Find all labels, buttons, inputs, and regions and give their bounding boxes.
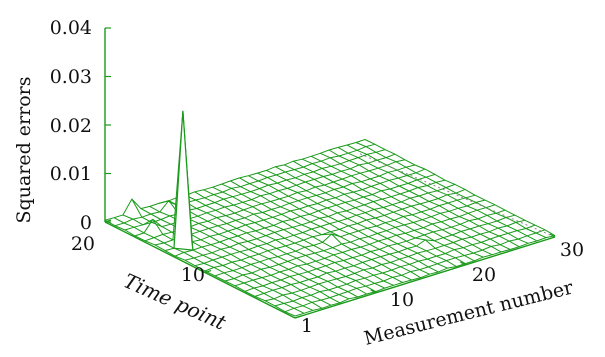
mesh-line-measurement-22 [293,160,484,258]
ticks [104,27,556,319]
mesh-line-measurement-29 [355,142,547,239]
x-tick-mark [370,289,376,294]
mesh-line-time-1 [294,235,556,317]
mesh-line-measurement-26 [328,149,520,248]
mesh-line-time-6 [244,209,506,292]
z-tick-label: 0.04 [50,17,92,39]
mesh-line-measurement-12 [203,189,394,286]
mesh-line-measurement-21 [284,164,475,262]
y-tick-label: 10 [181,264,205,286]
mesh-line-time-14 [164,110,426,252]
mesh-line-time-5 [254,214,516,297]
mesh-line-measurement-1 [104,219,296,317]
y-tick-mark [104,219,112,223]
mesh-line-time-18 [124,149,386,231]
mesh-line-measurement-9 [176,197,367,295]
mesh-line-measurement-14 [221,183,412,281]
y-tick-mark [294,315,302,319]
mesh-line-measurement-5 [140,208,332,306]
z-tick-label: 0 [80,212,92,234]
mesh-line-measurement-4 [131,198,323,309]
mesh-line-time-13 [174,173,436,257]
mesh-line-time-2 [284,229,546,313]
x-tick-mark [460,261,466,266]
surface-mesh [104,110,556,317]
mesh-line-measurement-19 [266,169,457,267]
x-axis-line [294,236,556,319]
mesh-line-measurement-10 [185,195,376,293]
mesh-line-time-20 [104,139,366,221]
z-tick-label: 0.01 [50,163,92,185]
mesh-line-time-4 [264,219,526,302]
peak-spike [173,110,194,251]
mesh-line-measurement-30 [364,139,556,237]
x-tick-label: 10 [390,289,414,311]
back-edge-right [357,152,556,238]
mesh-line-measurement-13 [212,186,403,283]
z-axis-title: Squared errors [13,77,35,224]
mesh-line-measurement-17 [248,175,439,273]
z-tick-label: 0.02 [50,115,92,137]
mesh-line-time-7 [234,204,496,287]
mesh-line-time-3 [274,224,536,307]
x-tick-label: 20 [472,264,496,286]
mesh-line-time-15 [154,164,416,246]
mesh-line-measurement-16 [239,177,430,275]
mesh-line-measurement-24 [310,155,502,253]
mesh-line-measurement-23 [301,158,493,256]
x-tick-label: 30 [560,239,584,261]
mesh-line-measurement-20 [275,166,466,265]
mesh-line-time-9 [214,194,476,277]
mesh-line-measurement-3 [122,110,314,311]
y-axis-line [104,221,296,319]
mesh-line-time-12 [184,179,446,261]
mesh-line-measurement-2 [113,217,305,314]
y-tick-mark [204,269,212,274]
y-tick-label: 20 [71,233,95,255]
mesh-line-measurement-28 [346,144,538,242]
y-axis-title: Time point [120,268,230,335]
mesh-line-measurement-15 [230,180,421,279]
mesh-line-measurement-11 [194,191,385,289]
mesh-line-measurement-8 [167,200,359,298]
mesh-line-measurement-27 [337,146,529,244]
mesh-line-time-19 [114,143,376,227]
mesh-line-time-10 [204,188,466,272]
mesh-line-measurement-18 [257,172,448,269]
mesh-line-time-8 [224,199,486,282]
mesh-line-time-11 [194,183,456,267]
x-tick-mark [549,233,556,238]
z-tick-label: 0.03 [50,66,92,88]
mesh-line-measurement-25 [319,152,511,250]
y-tick-label: 1 [301,315,313,337]
